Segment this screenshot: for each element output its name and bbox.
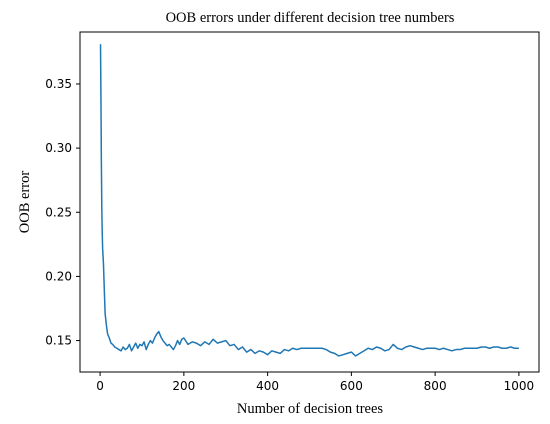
y-axis-label: OOB error [17,171,33,234]
x-tick-label: 600 [340,379,363,393]
x-tick-label: 200 [172,379,195,393]
x-tick-label: 800 [424,379,447,393]
y-tick-label: 0.30 [45,141,72,155]
x-axis-ticks: 0 200 400 600 800 1000 [96,372,534,393]
y-tick-label: 0.25 [45,205,72,219]
y-tick-label: 0.15 [45,334,72,348]
y-tick-label: 0.20 [45,269,72,283]
x-tick-label: 400 [256,379,279,393]
x-axis-label: Number of decision trees [237,401,384,417]
x-tick-label: 1000 [504,379,535,393]
data-series-group [99,44,519,357]
chart-title: OOB errors under different decision tree… [166,10,455,26]
y-axis-ticks: 0.15 0.20 0.25 0.30 0.35 [45,77,80,348]
plot-area-frame [79,31,540,373]
x-tick-label: 0 [96,379,104,393]
y-tick-label: 0.35 [45,77,72,91]
oob-error-series-line [99,44,519,357]
